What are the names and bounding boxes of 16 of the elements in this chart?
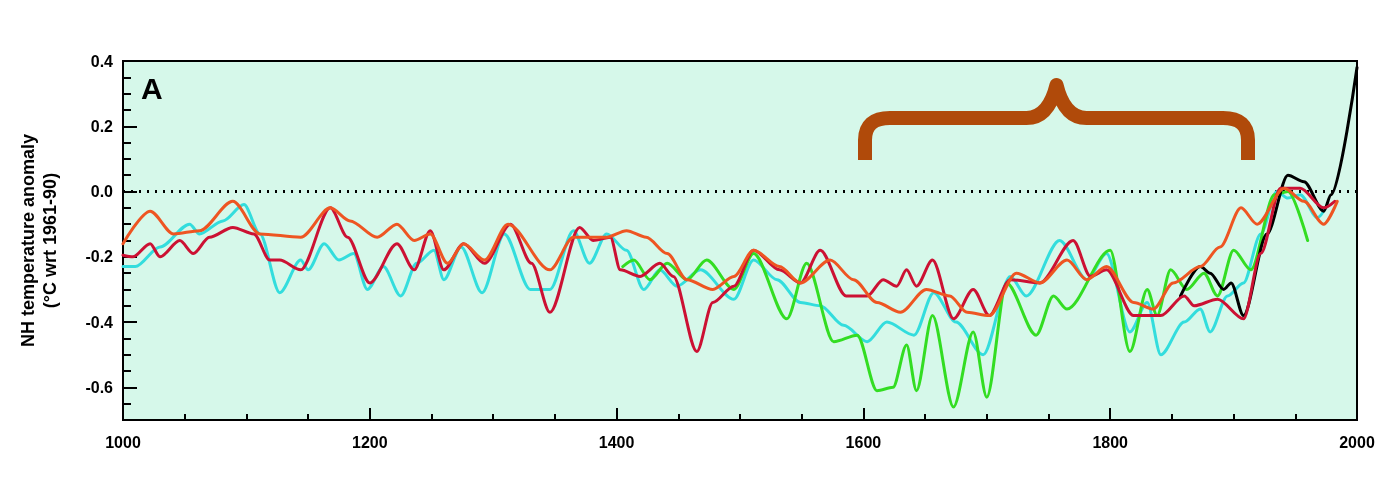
annotation: A xyxy=(141,71,163,105)
line-series xyxy=(621,190,1310,409)
y-tick-label: -0.4 xyxy=(85,313,114,331)
y-axis-title: NH temperature anomaly (°C wrt 1961-90) xyxy=(18,133,60,348)
x-tick-label: 1800 xyxy=(1092,433,1129,451)
y-tick-label: 0.4 xyxy=(90,52,114,70)
y-tick-label: -0.2 xyxy=(85,248,114,266)
y-tick-label: 0.2 xyxy=(90,117,114,135)
x-tick-label: 1200 xyxy=(352,433,388,451)
y-tick-label: 0.0 xyxy=(90,183,114,201)
x-tick-label: 1600 xyxy=(845,433,882,451)
line-series xyxy=(121,186,1339,318)
x-tick-label: 2000 xyxy=(1339,433,1375,451)
y-tick-label: -0.6 xyxy=(85,378,114,396)
x-tick-label: 1000 xyxy=(105,433,141,451)
x-tick-label: 1400 xyxy=(598,433,635,451)
